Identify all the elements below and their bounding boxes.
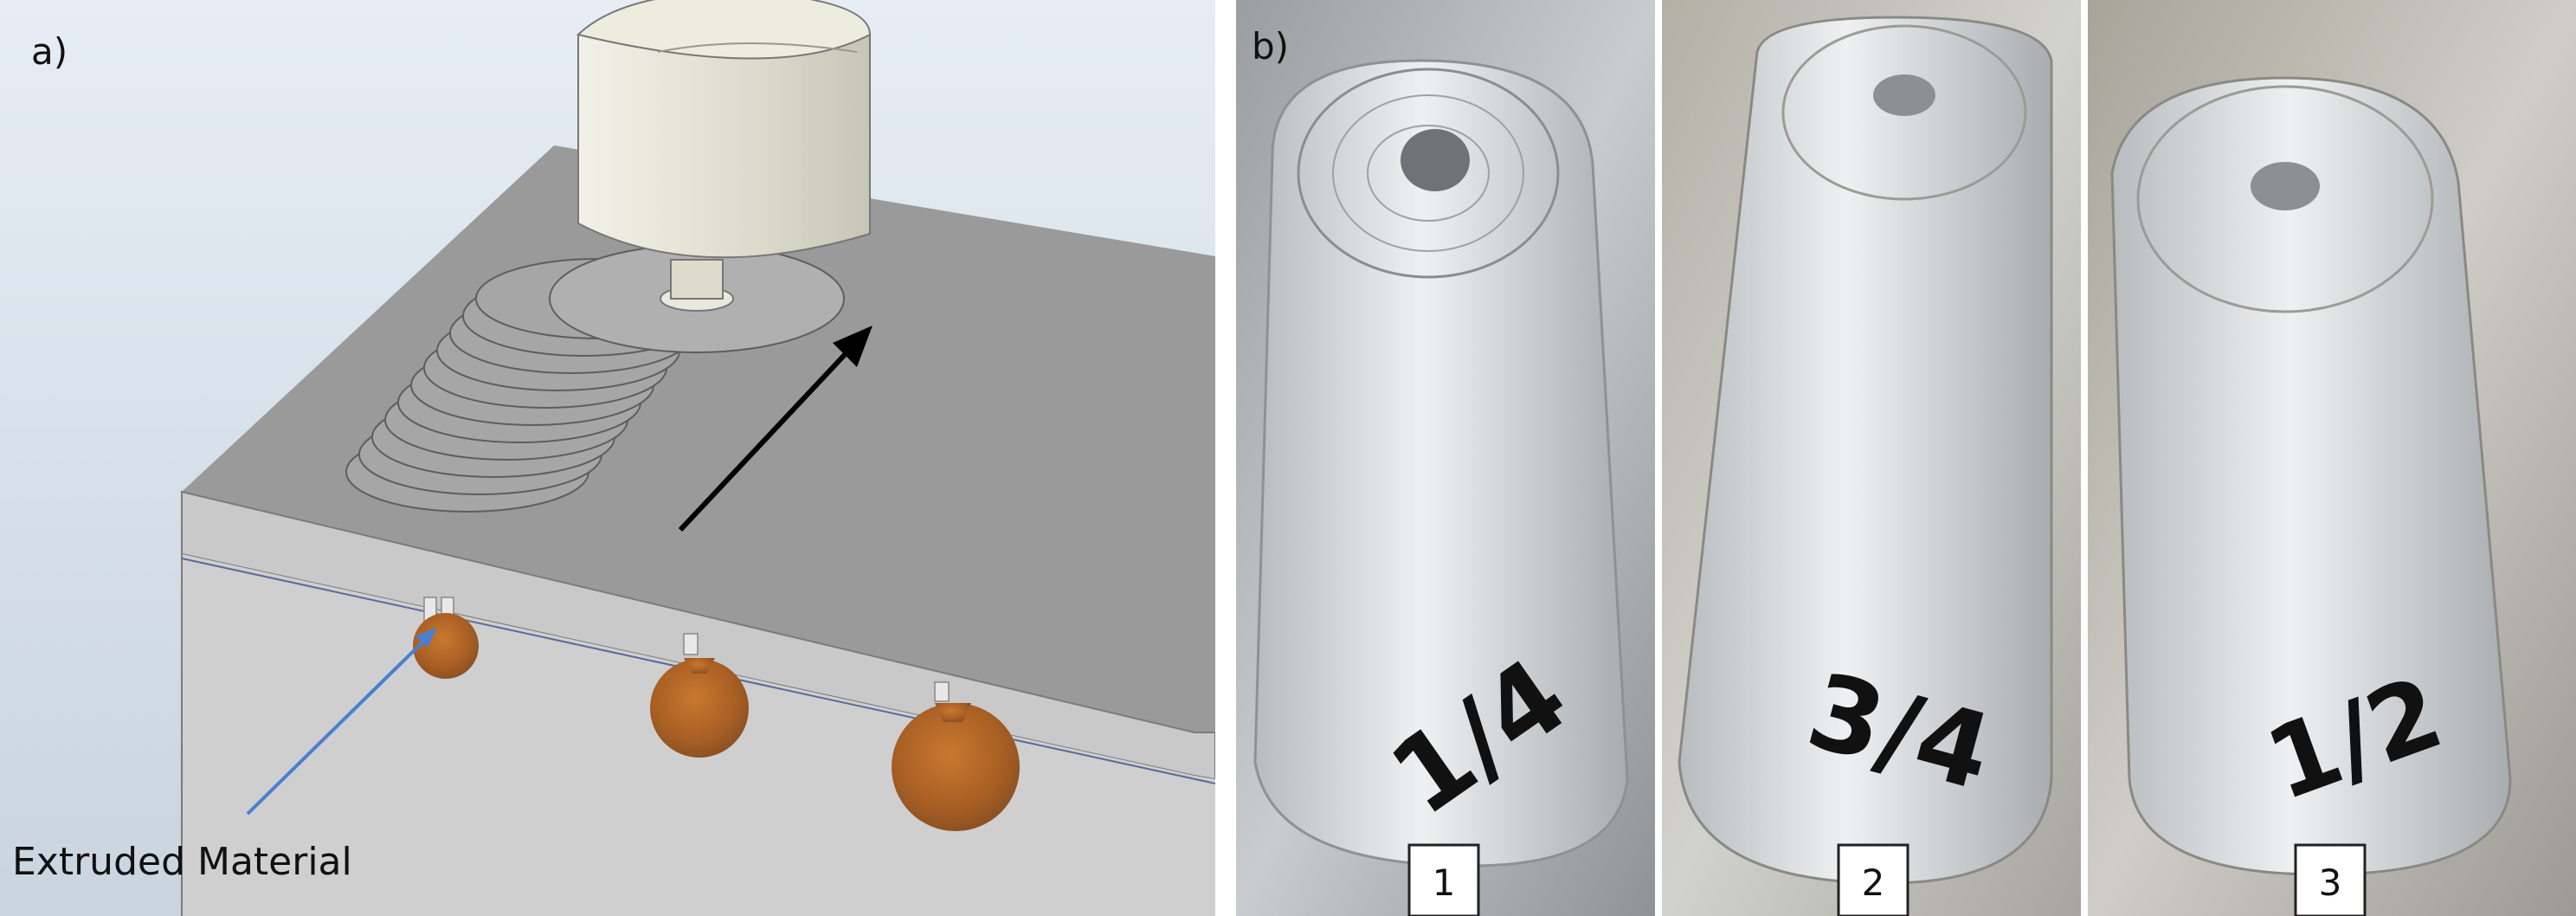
extruded-material-leader	[246, 627, 437, 816]
sample-1-track	[1253, 59, 1629, 868]
photo-1-number: 1	[1433, 861, 1456, 904]
sample-2-keyhole	[1873, 74, 1935, 116]
photo-1-number-box: 1	[1407, 843, 1480, 916]
travel-direction-arrow	[678, 326, 873, 532]
photo-2-number: 2	[1862, 861, 1885, 904]
sample-3-track	[2110, 76, 2512, 876]
panel-a: a) Extruded Material	[0, 0, 1215, 916]
photo-2: 3/4	[1662, 0, 2081, 916]
sample-3-keyhole	[2251, 162, 2320, 210]
photo-3: 1/2	[2088, 0, 2576, 916]
tool	[576, 0, 872, 312]
deposition-track	[345, 244, 845, 513]
panel-b-label: b)	[1252, 25, 1289, 68]
panel-a-label: a)	[31, 30, 68, 73]
tool-pin	[670, 259, 724, 300]
extruded-material-caption: Extruded Material	[12, 840, 352, 884]
extruded-material-sections	[413, 597, 1020, 831]
sample-1-keyhole	[1401, 129, 1470, 191]
panel-b: 1/4 3/4 1/2 b) 1 2	[1215, 0, 2576, 916]
extruded-section-small	[413, 613, 479, 679]
photo-1: 1/4	[1236, 0, 1655, 916]
extruded-section-medium	[650, 659, 749, 758]
plate-top-surface	[182, 145, 1215, 732]
tool-top-face	[576, 0, 872, 60]
sample-2-track	[1678, 16, 2053, 885]
photo-2-number-box: 2	[1837, 843, 1909, 916]
photo-3-number: 3	[2319, 861, 2342, 904]
photo-3-number-box: 3	[2294, 843, 2367, 916]
extruded-section-large	[892, 703, 1020, 831]
tool-body	[577, 34, 871, 259]
